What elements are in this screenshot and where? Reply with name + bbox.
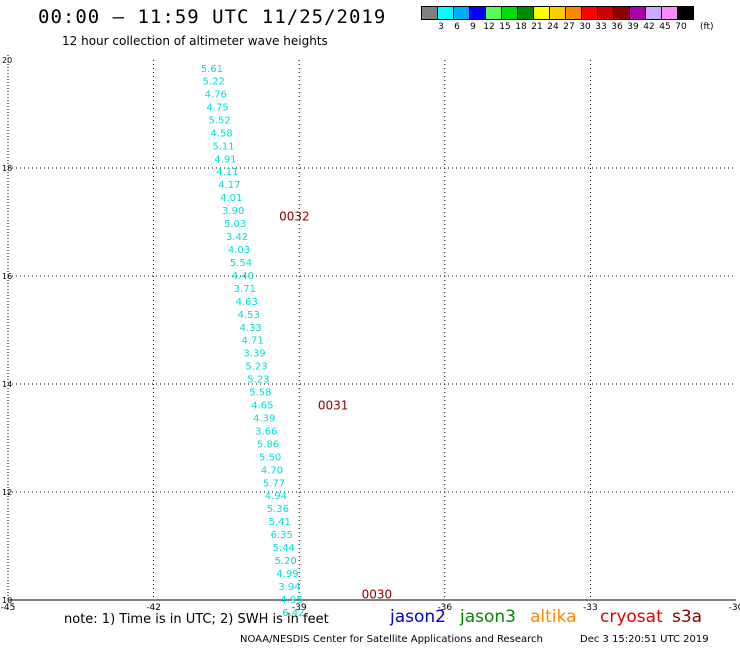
wave-height-point: 3.39 [243,349,265,360]
pass-time-label: 0031 [318,399,349,413]
colorbar-label: 27 [563,22,575,32]
wave-height-point: 4.70 [261,465,283,476]
wave-height-point: 5.22 [203,77,225,88]
colorbar-label: 24 [547,22,559,32]
wave-height-point: 4.65 [251,401,273,412]
wave-height-point: 4.03 [228,245,250,256]
wave-height-point: 3.71 [234,284,256,295]
wave-height-point: 4.33 [240,323,262,334]
colorbar-label: 42 [643,22,655,32]
color-scale-bar: 3 6 9 12 15 18 21 24 27 30 33 36 39 42 45 70 (ft) [421,6,714,32]
legend-item-altika: altika [530,607,577,627]
colorbar-label: 39 [627,22,639,32]
colorbar-label: 18 [515,22,527,32]
wave-height-point: 3.90 [222,206,244,217]
wave-height-point: 5.61 [201,64,223,75]
wave-height-point: 4.39 [253,413,275,424]
pass-time-label: 0030 [362,588,393,602]
x-tick-label: -42 [146,603,161,613]
pass-time-label: 0032 [279,210,310,224]
wave-height-point: 5.41 [269,517,291,528]
wave-height-point: 3.66 [255,426,277,437]
x-tick-label: -36 [437,603,452,613]
wave-height-point: 6.42 [282,608,304,619]
y-tick-label: 14 [2,380,12,389]
wave-height-point: 4.71 [241,336,263,347]
wave-height-point: 4.63 [236,297,258,308]
colorbar-label: 36 [611,22,623,32]
x-tick-label: -33 [583,603,598,613]
wave-height-point: 6.35 [271,530,293,541]
y-tick-label: 18 [2,164,12,173]
legend-item-cryosat: cryosat [600,607,663,627]
colorbar-label: 45 [659,22,671,32]
chart-title: 00:00 – 11:59 UTC 11/25/2019 [38,6,387,28]
wave-height-point: 4.11 [216,167,238,178]
colorbar-label: 30 [579,22,591,32]
y-tick-label: 10 [2,596,12,605]
colorbar-label: 6 [454,22,460,32]
wave-height-point: 5.36 [267,504,289,515]
x-tick-label: -45 [1,603,16,613]
colorbar-unit: (ft) [700,22,714,32]
wave-height-point: 5.03 [224,219,246,230]
colorbar-label: 15 [499,22,511,32]
wave-height-point: 5.20 [274,556,296,567]
generation-timestamp: Dec 3 15:20:51 UTC 2019 [580,634,709,645]
wave-height-point: 5.58 [249,388,271,399]
wave-height-point: 4.53 [238,310,260,321]
wave-height-point: 5.86 [257,439,279,450]
wave-height-point: 5.77 [263,478,285,489]
legend-item-jason2: jason2 [390,607,446,627]
wave-height-point: 5.54 [230,258,252,269]
wave-height-point: 4.01 [220,193,242,204]
wave-height-point: 4.99 [276,569,298,580]
wave-height-point: 5.23 [245,362,267,373]
y-tick-label: 20 [2,56,12,65]
colorbar-label: 12 [483,22,495,32]
wave-height-point: 3.42 [226,232,248,243]
colorbar-label: 3 [438,22,444,32]
wave-height-point: 5.44 [273,543,295,554]
colorbar-label: 70 [675,22,687,32]
wave-height-point: 4.75 [207,102,229,113]
x-tick-label: -39 [292,603,307,613]
y-tick-label: 12 [2,488,12,497]
colorbar-cell [677,6,694,20]
wave-height-point: 5.50 [259,452,281,463]
wave-height-point: 5.52 [208,115,230,126]
colorbar-label: 9 [470,22,476,32]
wave-height-point: 5.23 [247,375,269,386]
wave-height-point: 4.94 [265,491,287,502]
chart-subtitle: 12 hour collection of altimeter wave hei… [62,34,328,48]
wave-height-point: 4.58 [210,128,232,139]
x-tick-label: -30 [729,603,740,613]
wave-height-point: 3.94 [278,582,300,593]
wave-height-point: 4.95 [280,595,302,606]
footer-note: note: 1) Time is in UTC; 2) SWH is in fe… [64,612,329,627]
wave-height-point: 4.17 [218,180,240,191]
y-tick-label: 16 [2,272,12,281]
wave-height-point: 4.76 [205,89,227,100]
colorbar-label: 33 [595,22,607,32]
wave-height-point: 5.11 [212,141,234,152]
wave-height-point: 4.91 [214,154,236,165]
legend-item-jason3: jason3 [460,607,516,627]
credit-text: NOAA/NESDIS Center for Satellite Applica… [240,634,543,645]
wave-height-point: 4.40 [232,271,254,282]
colorbar-label: 21 [531,22,543,32]
legend-item-s3a: s3a [672,607,703,627]
